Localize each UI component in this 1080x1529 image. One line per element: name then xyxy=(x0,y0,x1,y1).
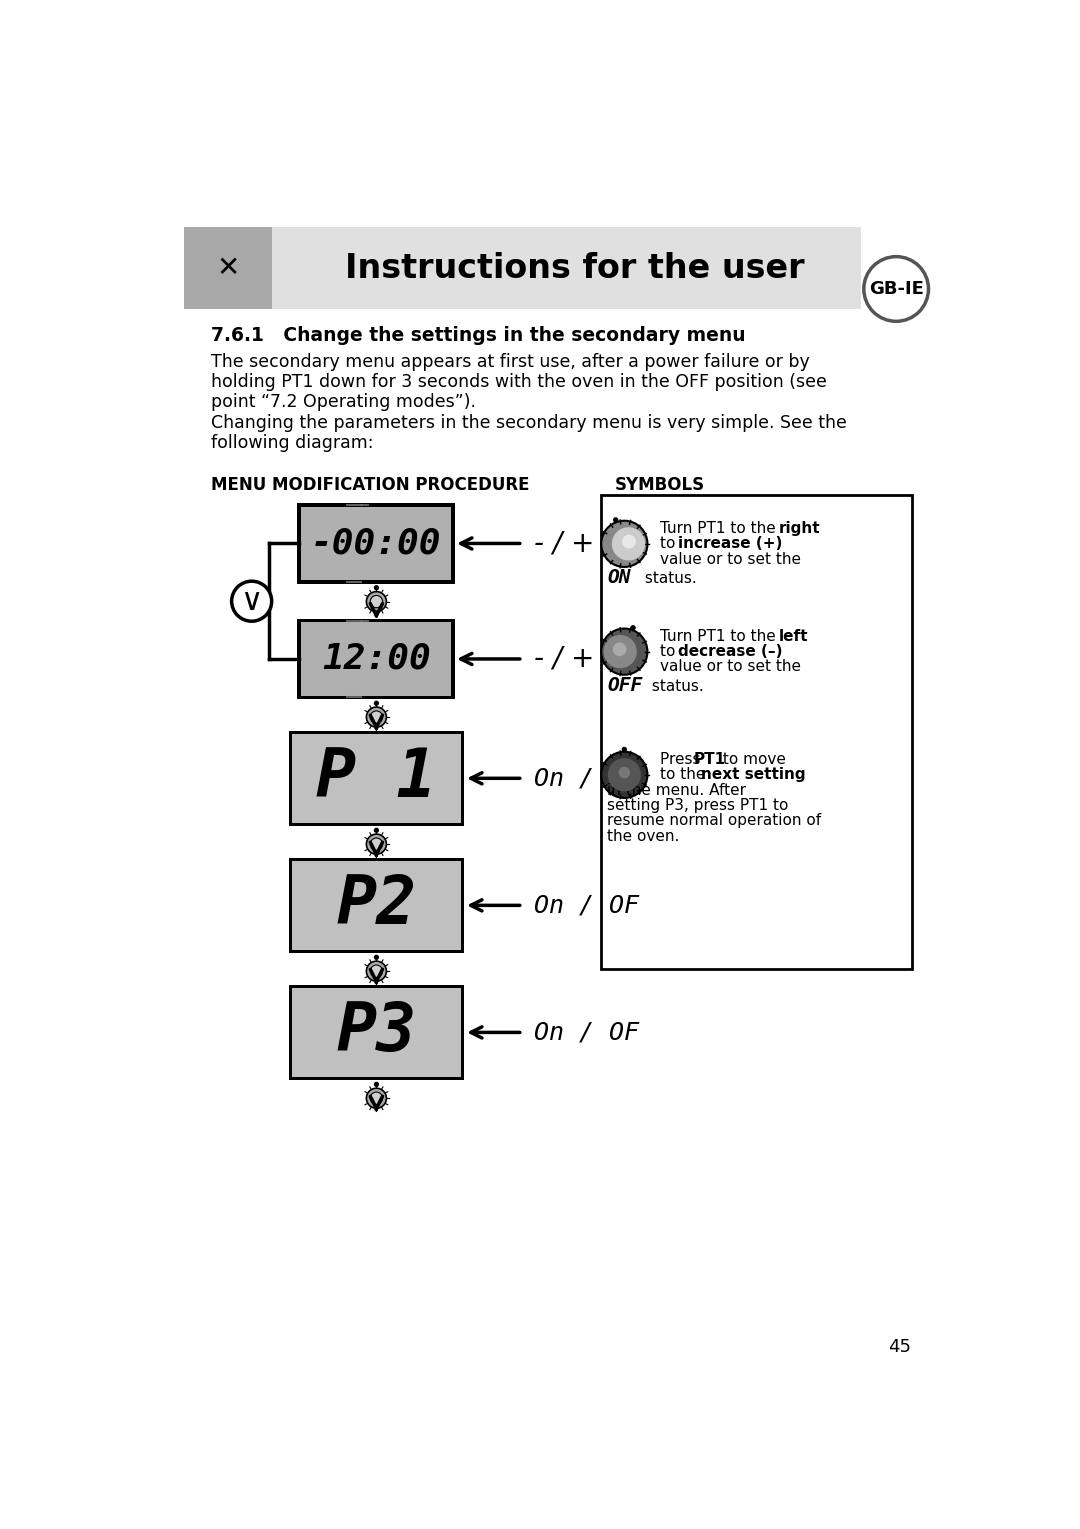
Bar xyxy=(288,858,464,953)
Circle shape xyxy=(366,592,387,612)
Bar xyxy=(184,228,862,309)
Circle shape xyxy=(375,702,378,705)
Text: P 1: P 1 xyxy=(316,745,436,812)
Text: -00:00: -00:00 xyxy=(311,526,442,561)
Bar xyxy=(301,622,451,696)
Text: Press: Press xyxy=(660,752,705,766)
Text: ON: ON xyxy=(607,569,631,587)
Bar xyxy=(288,985,464,1079)
Circle shape xyxy=(375,829,378,832)
Text: P2: P2 xyxy=(336,873,417,939)
Text: The secondary menu appears at first use, after a power failure or by: The secondary menu appears at first use,… xyxy=(211,353,810,372)
Text: to the: to the xyxy=(660,768,710,783)
Text: Changing the parameters in the secondary menu is very simple. See the: Changing the parameters in the secondary… xyxy=(211,414,847,433)
Text: decrease (–): decrease (–) xyxy=(678,644,783,659)
Circle shape xyxy=(366,706,387,728)
Circle shape xyxy=(375,1083,378,1086)
Text: PT1: PT1 xyxy=(693,752,726,766)
Text: to: to xyxy=(660,644,680,659)
Circle shape xyxy=(602,628,647,674)
Text: - / +: - / + xyxy=(535,645,595,673)
Text: following diagram:: following diagram: xyxy=(211,434,374,453)
Text: GB-IE: GB-IE xyxy=(868,280,923,298)
Text: holding PT1 down for 3 seconds with the oven in the OFF position (see: holding PT1 down for 3 seconds with the … xyxy=(211,373,826,391)
Bar xyxy=(288,731,464,826)
Text: status.: status. xyxy=(647,679,704,694)
Text: SYMBOLS: SYMBOLS xyxy=(616,476,705,494)
Text: left: left xyxy=(779,628,809,644)
Circle shape xyxy=(622,535,636,549)
Bar xyxy=(297,503,456,584)
Circle shape xyxy=(622,748,626,752)
Circle shape xyxy=(370,838,382,850)
Bar xyxy=(292,861,461,950)
Text: On / OF: On / OF xyxy=(535,1020,639,1044)
Text: 45: 45 xyxy=(889,1338,912,1356)
Text: ✕: ✕ xyxy=(216,254,240,283)
Text: 7.6.1   Change the settings in the secondary menu: 7.6.1 Change the settings in the seconda… xyxy=(211,326,745,346)
Text: value or to set the: value or to set the xyxy=(660,659,800,674)
Circle shape xyxy=(612,528,645,561)
Circle shape xyxy=(370,711,382,723)
Circle shape xyxy=(370,1092,382,1104)
Text: resume normal operation of: resume normal operation of xyxy=(607,813,822,829)
Circle shape xyxy=(375,586,378,590)
Text: next setting: next setting xyxy=(701,768,806,783)
Text: the oven.: the oven. xyxy=(607,829,679,844)
Circle shape xyxy=(370,595,382,607)
Text: value or to set the: value or to set the xyxy=(660,552,800,567)
Text: - / +: - / + xyxy=(535,529,595,558)
Text: Instructions for the user: Instructions for the user xyxy=(345,252,805,284)
Text: right: right xyxy=(779,521,821,535)
Circle shape xyxy=(604,635,637,668)
Text: ∨: ∨ xyxy=(241,587,262,616)
Bar xyxy=(301,508,451,579)
Text: point “7.2 Operating modes”).: point “7.2 Operating modes”). xyxy=(211,393,476,411)
Circle shape xyxy=(231,581,272,621)
Text: in the menu. After: in the menu. After xyxy=(607,783,746,798)
Bar xyxy=(602,495,912,969)
Text: status.: status. xyxy=(639,570,697,586)
Text: increase (+): increase (+) xyxy=(678,537,783,550)
Bar xyxy=(297,619,456,699)
Circle shape xyxy=(366,962,387,982)
Text: OFF: OFF xyxy=(607,676,643,696)
Text: to move: to move xyxy=(718,752,786,766)
Circle shape xyxy=(619,766,630,778)
Circle shape xyxy=(864,257,929,321)
Text: On / OF: On / OF xyxy=(535,766,639,790)
Text: Turn PT1 to the: Turn PT1 to the xyxy=(660,521,781,535)
Text: to: to xyxy=(660,537,680,550)
Text: Turn PT1 to the: Turn PT1 to the xyxy=(660,628,781,644)
Circle shape xyxy=(608,758,640,792)
Bar xyxy=(184,228,272,309)
Circle shape xyxy=(366,1089,387,1109)
Circle shape xyxy=(612,642,626,656)
Circle shape xyxy=(375,956,378,959)
Circle shape xyxy=(602,752,647,798)
Text: setting P3, press PT1 to: setting P3, press PT1 to xyxy=(607,798,788,813)
Text: 12:00: 12:00 xyxy=(322,642,431,676)
Circle shape xyxy=(602,521,647,567)
Bar xyxy=(292,734,461,823)
Text: P3: P3 xyxy=(336,1000,417,1066)
Circle shape xyxy=(370,965,382,977)
Bar xyxy=(292,988,461,1076)
Text: MENU MODIFICATION PROCEDURE: MENU MODIFICATION PROCEDURE xyxy=(211,476,529,494)
Circle shape xyxy=(613,518,618,523)
Circle shape xyxy=(366,835,387,855)
Text: On / OF: On / OF xyxy=(535,893,639,917)
Circle shape xyxy=(631,625,635,630)
